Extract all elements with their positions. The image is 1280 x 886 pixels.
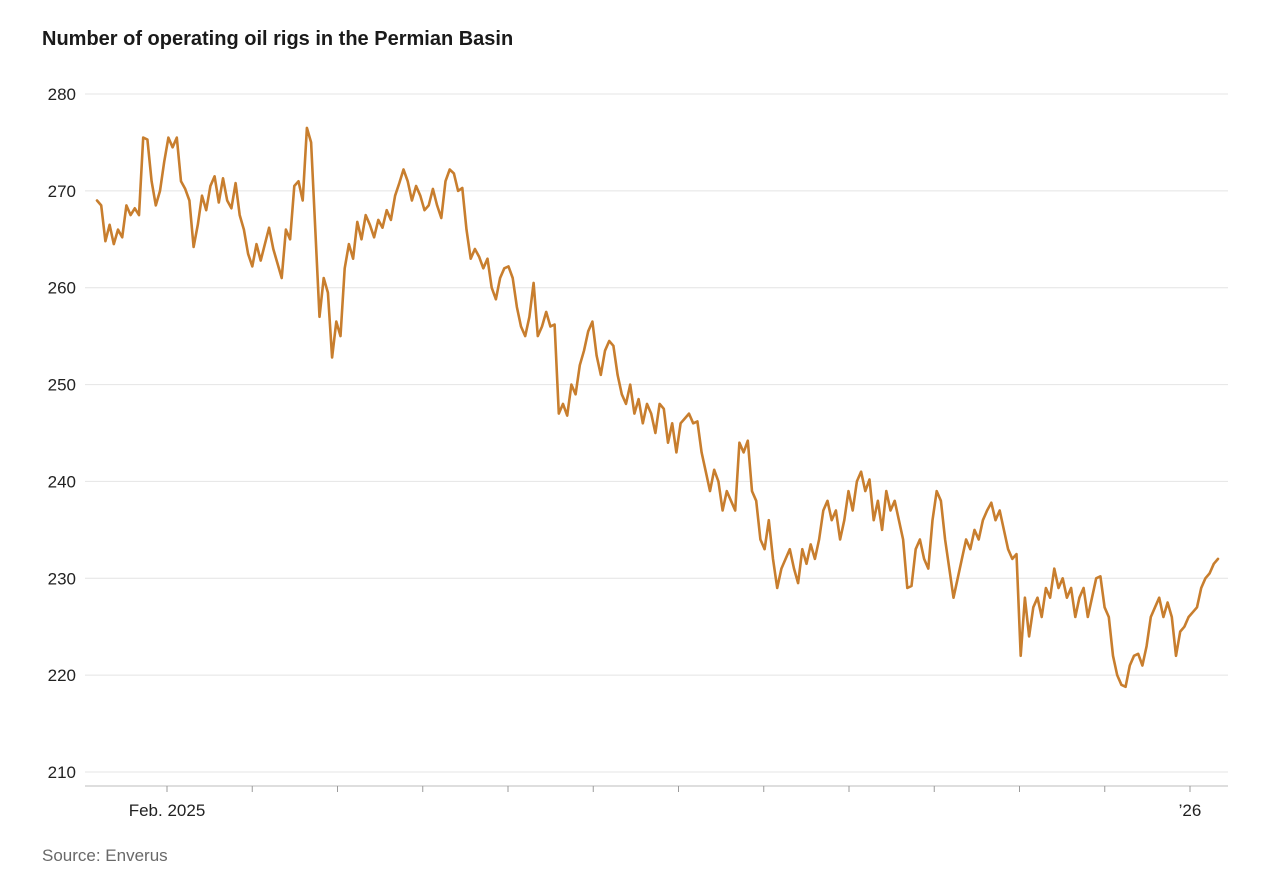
y-tick-label: 250 xyxy=(48,376,76,395)
x-tick-label: ’26 xyxy=(1179,801,1202,820)
rig-count-line xyxy=(95,126,1220,689)
y-tick-label: 220 xyxy=(48,666,76,685)
chart-svg: 210 220 230 240 250 260 270 280 Feb. 2025 ’26 xyxy=(48,85,1228,820)
y-tick-label: 280 xyxy=(48,85,76,104)
y-tick-label: 210 xyxy=(48,763,76,782)
chart-title: Number of operating oil rigs in the Perm… xyxy=(42,28,514,50)
y-tick-label: 270 xyxy=(48,182,76,201)
y-tick-label: 240 xyxy=(48,472,76,491)
source-label: Source: Enverus xyxy=(42,846,168,865)
y-tick-label: 260 xyxy=(48,279,76,298)
x-tick-label: Feb. 2025 xyxy=(129,801,206,820)
y-tick-label: 230 xyxy=(48,569,76,588)
